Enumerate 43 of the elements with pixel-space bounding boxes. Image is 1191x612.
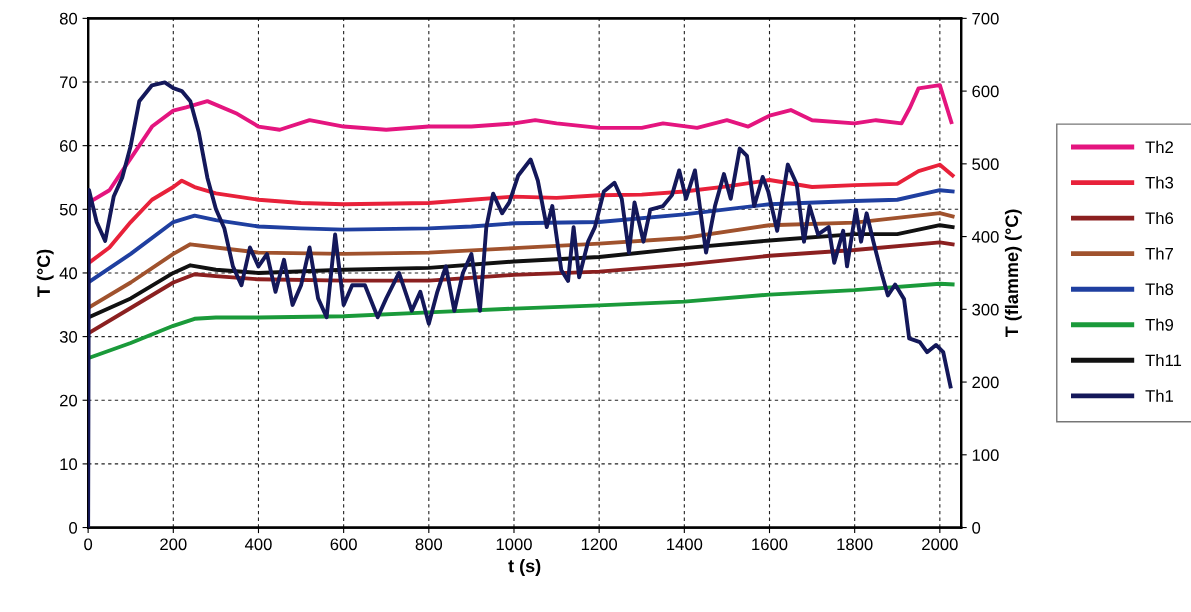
- y-tick-label: 0: [69, 521, 78, 534]
- x-tick-label: 200: [160, 538, 187, 551]
- legend-label: Th7: [1145, 247, 1173, 260]
- x-tick-label: 600: [330, 538, 357, 551]
- line-series: [88, 80, 953, 528]
- y2-tick-label: 200: [972, 376, 999, 389]
- legend-label: Th1: [1145, 389, 1174, 402]
- x-tick-label: 1000: [496, 538, 532, 551]
- x-axis-title: t (s): [508, 559, 541, 576]
- x-tick-label: 800: [415, 538, 443, 551]
- x-tick-label: 1600: [752, 538, 788, 551]
- line-series: [88, 162, 955, 266]
- x-tick-label: 0: [84, 538, 93, 551]
- x-tick-label: 1400: [667, 538, 703, 551]
- y-tick-label: 20: [60, 394, 78, 407]
- y2-tick-label: 400: [971, 230, 999, 243]
- y2-tick-label: 500: [972, 158, 999, 171]
- y2-tick-label: 700: [972, 12, 999, 25]
- y-axis-title: T (°C): [36, 249, 54, 297]
- legend-label: Th11: [1145, 354, 1182, 367]
- x-tick-label: 1800: [837, 538, 873, 551]
- legend-label: Th8: [1145, 282, 1174, 296]
- x-tick-label: 2000: [922, 538, 958, 551]
- legend-label: Th6: [1145, 211, 1174, 225]
- y-tick-label: 30: [59, 331, 78, 343]
- y-tick-label: 40: [59, 267, 78, 280]
- y2-tick-label: 300: [972, 303, 999, 316]
- y-tick-label: 10: [60, 458, 78, 471]
- y2-axis-title: T (flamme) (°C): [1004, 209, 1022, 338]
- legend-label: Th3: [1145, 176, 1174, 189]
- line-series: [88, 281, 955, 361]
- x-tick-label: 1200: [581, 538, 618, 551]
- y-tick-label: 80: [59, 12, 78, 25]
- y-tick-label: 60: [60, 140, 78, 152]
- legend-label: Th9: [1145, 318, 1174, 331]
- y2-tick-label: 0: [972, 521, 981, 534]
- y-tick-label: 70: [60, 76, 78, 89]
- line-series: [88, 188, 955, 285]
- legend-label: Th2: [1145, 140, 1173, 153]
- y2-tick-label: 100: [972, 449, 999, 462]
- y-tick-label: 50: [59, 203, 78, 216]
- x-tick-label: 400: [244, 538, 272, 551]
- y2-tick-label: 600: [972, 85, 999, 98]
